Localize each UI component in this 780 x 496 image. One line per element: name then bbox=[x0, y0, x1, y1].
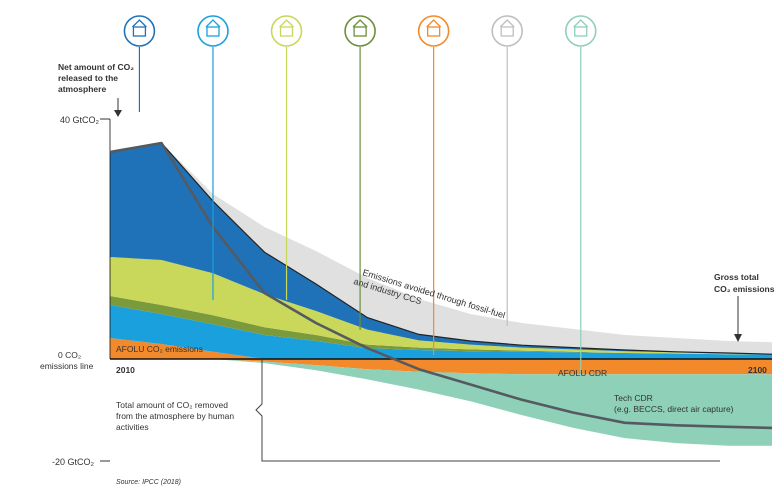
x-start-label: 2010 bbox=[116, 365, 135, 375]
area-emissions-avoided bbox=[110, 143, 772, 355]
chart-lines bbox=[109, 119, 773, 430]
cdr-icon bbox=[564, 15, 597, 380]
y-tick-neg20: -20 GtCO₂ bbox=[52, 457, 95, 467]
y-tick-zero-line1: 0 CO₂ bbox=[58, 350, 81, 360]
stacked-areas bbox=[110, 143, 772, 446]
net-amount-label: Net amount of CO₂ released to the atmosp… bbox=[58, 62, 136, 94]
removed-label: Total amount of CO₂ removed from the atm… bbox=[116, 400, 237, 432]
gross-total-label: Gross total CO₂ emissions bbox=[714, 272, 775, 294]
area-series-0 bbox=[110, 338, 772, 359]
energy-icon bbox=[123, 15, 156, 112]
net-co2-line bbox=[109, 141, 773, 430]
buildings-icon bbox=[270, 15, 303, 300]
x-end-label: 2100 bbox=[748, 365, 767, 375]
afolu-emissions-label: AFOLU CO₂ emissions bbox=[116, 344, 203, 354]
area-series-1 bbox=[110, 305, 772, 359]
tech-cdr-label: Tech CDR (e.g. BECCS, direct air capture… bbox=[614, 393, 734, 414]
sector-icons bbox=[123, 15, 597, 380]
area-series-2 bbox=[110, 296, 772, 355]
y-tick-40: 40 GtCO₂ bbox=[60, 115, 100, 125]
source-note: Source: IPCC (2018) bbox=[116, 479, 181, 486]
net-amount-arrowhead bbox=[114, 110, 122, 117]
afolu-icon bbox=[417, 15, 450, 355]
ccs-factory-icon bbox=[491, 15, 524, 326]
industry-icon bbox=[197, 15, 229, 300]
area-afolu-cdr bbox=[110, 359, 772, 375]
removed-bracket bbox=[255, 360, 720, 462]
area-series-3 bbox=[110, 257, 772, 355]
afolu-cdr-label: AFOLU CDR bbox=[558, 368, 607, 378]
transport-icon bbox=[344, 15, 376, 330]
gross-total-line bbox=[109, 142, 773, 355]
y-tick-zero-line2: emissions line bbox=[40, 361, 94, 371]
area-tech-cdr bbox=[110, 359, 772, 446]
gross-total-arrowhead bbox=[734, 334, 742, 342]
area-series-4 bbox=[110, 143, 772, 355]
